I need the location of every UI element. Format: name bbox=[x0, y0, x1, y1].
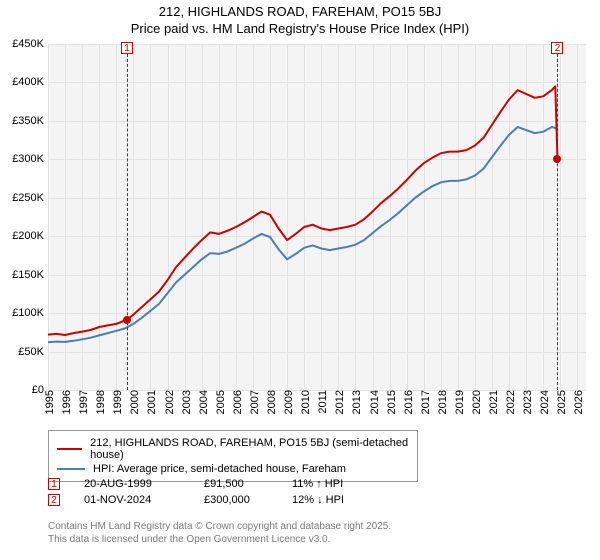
chart-lines bbox=[48, 44, 586, 390]
x-tick-label: 2016 bbox=[399, 390, 415, 414]
series-line bbox=[48, 86, 558, 335]
y-tick-label: £450K bbox=[12, 38, 48, 50]
x-tick-label: 2009 bbox=[279, 390, 295, 414]
series-line bbox=[48, 127, 558, 342]
x-tick-label: 2013 bbox=[347, 390, 363, 414]
x-tick-label: 2011 bbox=[313, 390, 329, 414]
marker-dashed-line bbox=[557, 44, 558, 390]
x-tick-label: 2024 bbox=[535, 390, 551, 414]
x-tick-label: 2012 bbox=[330, 390, 346, 414]
x-tick-label: 2021 bbox=[484, 390, 500, 414]
marker-table-number: 2 bbox=[48, 494, 60, 506]
x-tick-label: 2014 bbox=[365, 390, 381, 414]
y-tick-label: £50K bbox=[18, 346, 48, 358]
marker-table-date: 20-AUG-1999 bbox=[84, 478, 180, 490]
marker-table-row: 2 01-NOV-2024 £300,000 12% ↓ HPI bbox=[48, 494, 382, 506]
x-tick-label: 2000 bbox=[125, 390, 141, 414]
x-tick-label: 2023 bbox=[518, 390, 534, 414]
x-tick-label: 1996 bbox=[57, 390, 73, 414]
x-tick-label: 2003 bbox=[177, 390, 193, 414]
marker-number-box: 1 bbox=[121, 42, 133, 54]
footnote-line: Contains HM Land Registry data © Crown c… bbox=[48, 520, 391, 533]
x-tick-label: 2017 bbox=[416, 390, 432, 414]
x-tick-label: 2018 bbox=[433, 390, 449, 414]
footnote: Contains HM Land Registry data © Crown c… bbox=[48, 520, 391, 546]
marker-table-pct: 11% ↑ HPI bbox=[292, 478, 382, 490]
marker-table-number: 1 bbox=[48, 478, 60, 490]
x-tick-label: 2008 bbox=[262, 390, 278, 414]
marker-dot bbox=[123, 316, 131, 324]
x-tick-label: 1997 bbox=[74, 390, 90, 414]
marker-table-pct: 12% ↓ HPI bbox=[292, 494, 382, 506]
titles: 212, HIGHLANDS ROAD, FAREHAM, PO15 5BJ P… bbox=[0, 4, 600, 36]
marker-table-row: 1 20-AUG-1999 £91,500 11% ↑ HPI bbox=[48, 478, 382, 490]
x-tick-label: 2020 bbox=[467, 390, 483, 414]
marker-table-price: £91,500 bbox=[204, 478, 268, 490]
y-tick-label: £300K bbox=[12, 153, 48, 165]
x-tick-label: 2010 bbox=[296, 390, 312, 414]
x-tick-label: 1999 bbox=[108, 390, 124, 414]
y-tick-label: £250K bbox=[12, 192, 48, 204]
legend-row: 212, HIGHLANDS ROAD, FAREHAM, PO15 5BJ (… bbox=[57, 437, 409, 461]
marker-table-price: £300,000 bbox=[204, 494, 268, 506]
legend-swatch bbox=[57, 468, 85, 470]
x-tick-label: 2015 bbox=[382, 390, 398, 414]
marker-table-date: 01-NOV-2024 bbox=[84, 494, 180, 506]
y-tick-label: £150K bbox=[12, 269, 48, 281]
x-tick-label: 2004 bbox=[194, 390, 210, 414]
x-tick-label: 1998 bbox=[91, 390, 107, 414]
y-tick-label: £400K bbox=[12, 76, 48, 88]
x-tick-label: 2005 bbox=[211, 390, 227, 414]
legend-swatch bbox=[57, 448, 82, 450]
x-tick-label: 2022 bbox=[501, 390, 517, 414]
marker-dashed-line bbox=[127, 44, 128, 390]
x-tick-label: 2026 bbox=[569, 390, 585, 414]
x-tick-label: 2019 bbox=[450, 390, 466, 414]
marker-number-box: 2 bbox=[551, 42, 563, 54]
x-tick-label: 2007 bbox=[245, 390, 261, 414]
marker-dot bbox=[553, 155, 561, 163]
x-tick-label: 2006 bbox=[228, 390, 244, 414]
x-tick-label: 1995 bbox=[40, 390, 56, 414]
x-tick-label: 2002 bbox=[160, 390, 176, 414]
x-tick-label: 2025 bbox=[552, 390, 568, 414]
x-tick-label: 2001 bbox=[142, 390, 158, 414]
plot-area: £0£50K£100K£150K£200K£250K£300K£350K£400… bbox=[48, 44, 586, 390]
y-tick-label: £350K bbox=[12, 115, 48, 127]
chart-title: 212, HIGHLANDS ROAD, FAREHAM, PO15 5BJ bbox=[0, 4, 600, 19]
y-tick-label: £100K bbox=[12, 307, 48, 319]
chart-container: 212, HIGHLANDS ROAD, FAREHAM, PO15 5BJ P… bbox=[0, 0, 600, 560]
legend-label: 212, HIGHLANDS ROAD, FAREHAM, PO15 5BJ (… bbox=[90, 437, 409, 461]
y-tick-label: £200K bbox=[12, 230, 48, 242]
marker-table: 1 20-AUG-1999 £91,500 11% ↑ HPI 2 01-NOV-2024… bbox=[48, 474, 382, 510]
chart-subtitle: Price paid vs. HM Land Registry's House … bbox=[0, 21, 600, 36]
footnote-line: This data is licensed under the Open Gov… bbox=[48, 533, 391, 546]
